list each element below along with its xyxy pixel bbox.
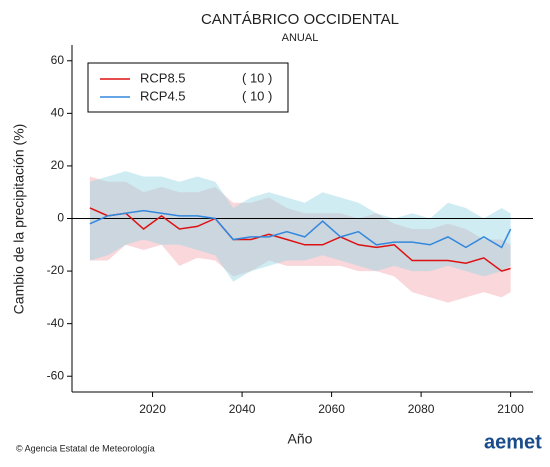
y-tick-label: 20 <box>51 158 65 172</box>
y-axis-label: Cambio de la precipitación (%) <box>11 124 27 315</box>
y-tick-label: 40 <box>51 106 65 120</box>
y-tick-label: 60 <box>51 53 65 67</box>
x-tick-label: 2020 <box>139 402 166 416</box>
footer: © Agencia Estatal de Meteorología <box>16 443 155 453</box>
series-line <box>89 209 512 249</box>
x-tick-label: 2100 <box>497 402 524 416</box>
x-axis-label: Año <box>288 431 313 447</box>
legend-label: RCP8.5 <box>140 70 186 85</box>
x-tick-label: 2040 <box>229 402 256 416</box>
y-tick-label: -20 <box>47 263 65 277</box>
logo: aemet <box>484 431 542 453</box>
y-tick-label: 0 <box>57 211 64 225</box>
y-tick-label: -40 <box>47 316 65 330</box>
legend-count: ( 10 ) <box>242 88 272 103</box>
chart-title: CANTÁBRICO OCCIDENTAL <box>201 11 399 28</box>
legend-box <box>87 62 289 113</box>
range-band <box>89 176 511 303</box>
x-tick-label: 2080 <box>408 402 435 416</box>
legend-count: ( 10 ) <box>242 70 272 85</box>
series-line <box>89 207 511 272</box>
chart-subtitle: ANUAL <box>282 32 319 44</box>
legend-label: RCP4.5 <box>140 88 186 103</box>
x-tick-label: 2060 <box>318 402 345 416</box>
y-tick-label: -60 <box>47 368 65 382</box>
